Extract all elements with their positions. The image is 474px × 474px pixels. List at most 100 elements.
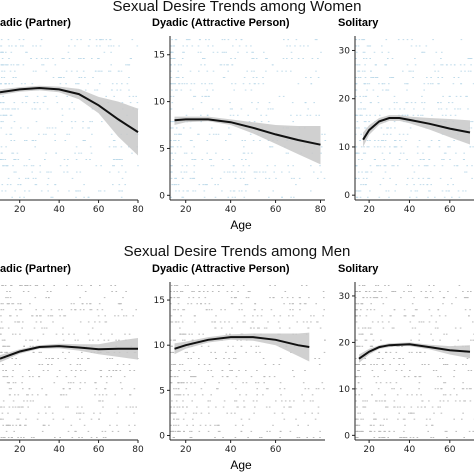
data-point [472,83,474,85]
data-point [44,159,46,160]
data-point [293,376,295,378]
data-point [382,364,384,365]
data-point [193,291,195,292]
y-tick-label: 0 [344,191,350,201]
data-point [42,424,45,426]
data-point [460,83,463,85]
data-point [8,406,11,408]
data-point [393,309,396,311]
data-point [361,70,364,72]
data-point [278,364,281,365]
data-point [174,412,177,414]
data-point [3,77,6,78]
data-point [61,114,64,116]
data-point [174,394,176,396]
data-point [4,376,6,378]
data-point [402,133,405,135]
data-point [370,77,372,78]
data-point [1,58,4,59]
data-point [119,382,122,384]
data-point [8,108,10,110]
data-point [313,171,315,173]
data-point [89,39,91,41]
data-point [396,406,399,408]
data-point [193,376,196,378]
data-point [3,406,5,408]
data-point [42,64,45,66]
data-point [120,303,122,305]
data-point [173,291,175,292]
data-point [242,285,245,286]
data-point [434,70,436,72]
data-point [109,424,111,426]
data-point [57,190,59,192]
data-point [19,364,21,365]
y-tick-label: 15 [154,51,165,61]
data-point [20,45,22,47]
data-point [266,58,268,59]
data-point [14,394,16,396]
data-point [292,309,294,311]
data-point [440,102,442,104]
data-point [258,171,261,173]
data-point [296,321,298,323]
data-point [170,127,172,129]
data-point [307,108,309,110]
data-point [290,51,293,53]
data-point [46,108,49,110]
data-point [358,39,361,41]
data-point [51,412,54,414]
data-point [172,146,174,148]
data-point [403,376,406,378]
data-point [182,77,184,78]
confidence-band-2 [363,115,470,147]
data-point [97,58,99,59]
data-point [31,394,34,396]
data-point [118,70,120,72]
data-point [207,45,209,47]
data-point [21,285,23,286]
data-point [265,327,268,329]
data-point [234,58,236,59]
data-point [272,364,275,365]
data-point [443,297,446,299]
data-point [289,303,291,305]
data-point [114,315,116,317]
data-point [423,83,426,85]
data-point [45,70,48,72]
data-point [359,291,361,292]
data-point [210,351,212,353]
data-point [173,418,175,420]
data-point [355,303,358,305]
data-point [170,370,172,371]
data-point [17,437,19,438]
y-tick-label: 30 [339,292,351,302]
data-point [64,315,67,317]
data-point [1,351,3,353]
data-point [128,424,130,426]
x-tick-label: 20 [14,205,26,215]
data-point [355,127,358,129]
data-point [194,321,196,323]
data-point [365,315,368,317]
data-point [323,351,326,353]
data-point [453,370,456,371]
data-point [201,394,204,396]
data-point [187,358,190,359]
data-point [212,285,214,286]
x-axis-label-men: Age [230,458,252,472]
data-point [280,430,282,432]
data-point [365,184,367,186]
data-point [379,424,382,426]
data-point [323,309,325,311]
data-point [186,382,188,384]
data-point [393,121,396,123]
data-point [192,418,194,420]
data-point [14,364,17,365]
data-point [365,95,368,97]
data-point [464,190,467,192]
data-point [41,64,43,66]
data-point [137,165,139,167]
data-point [128,364,131,365]
data-point [423,51,426,53]
